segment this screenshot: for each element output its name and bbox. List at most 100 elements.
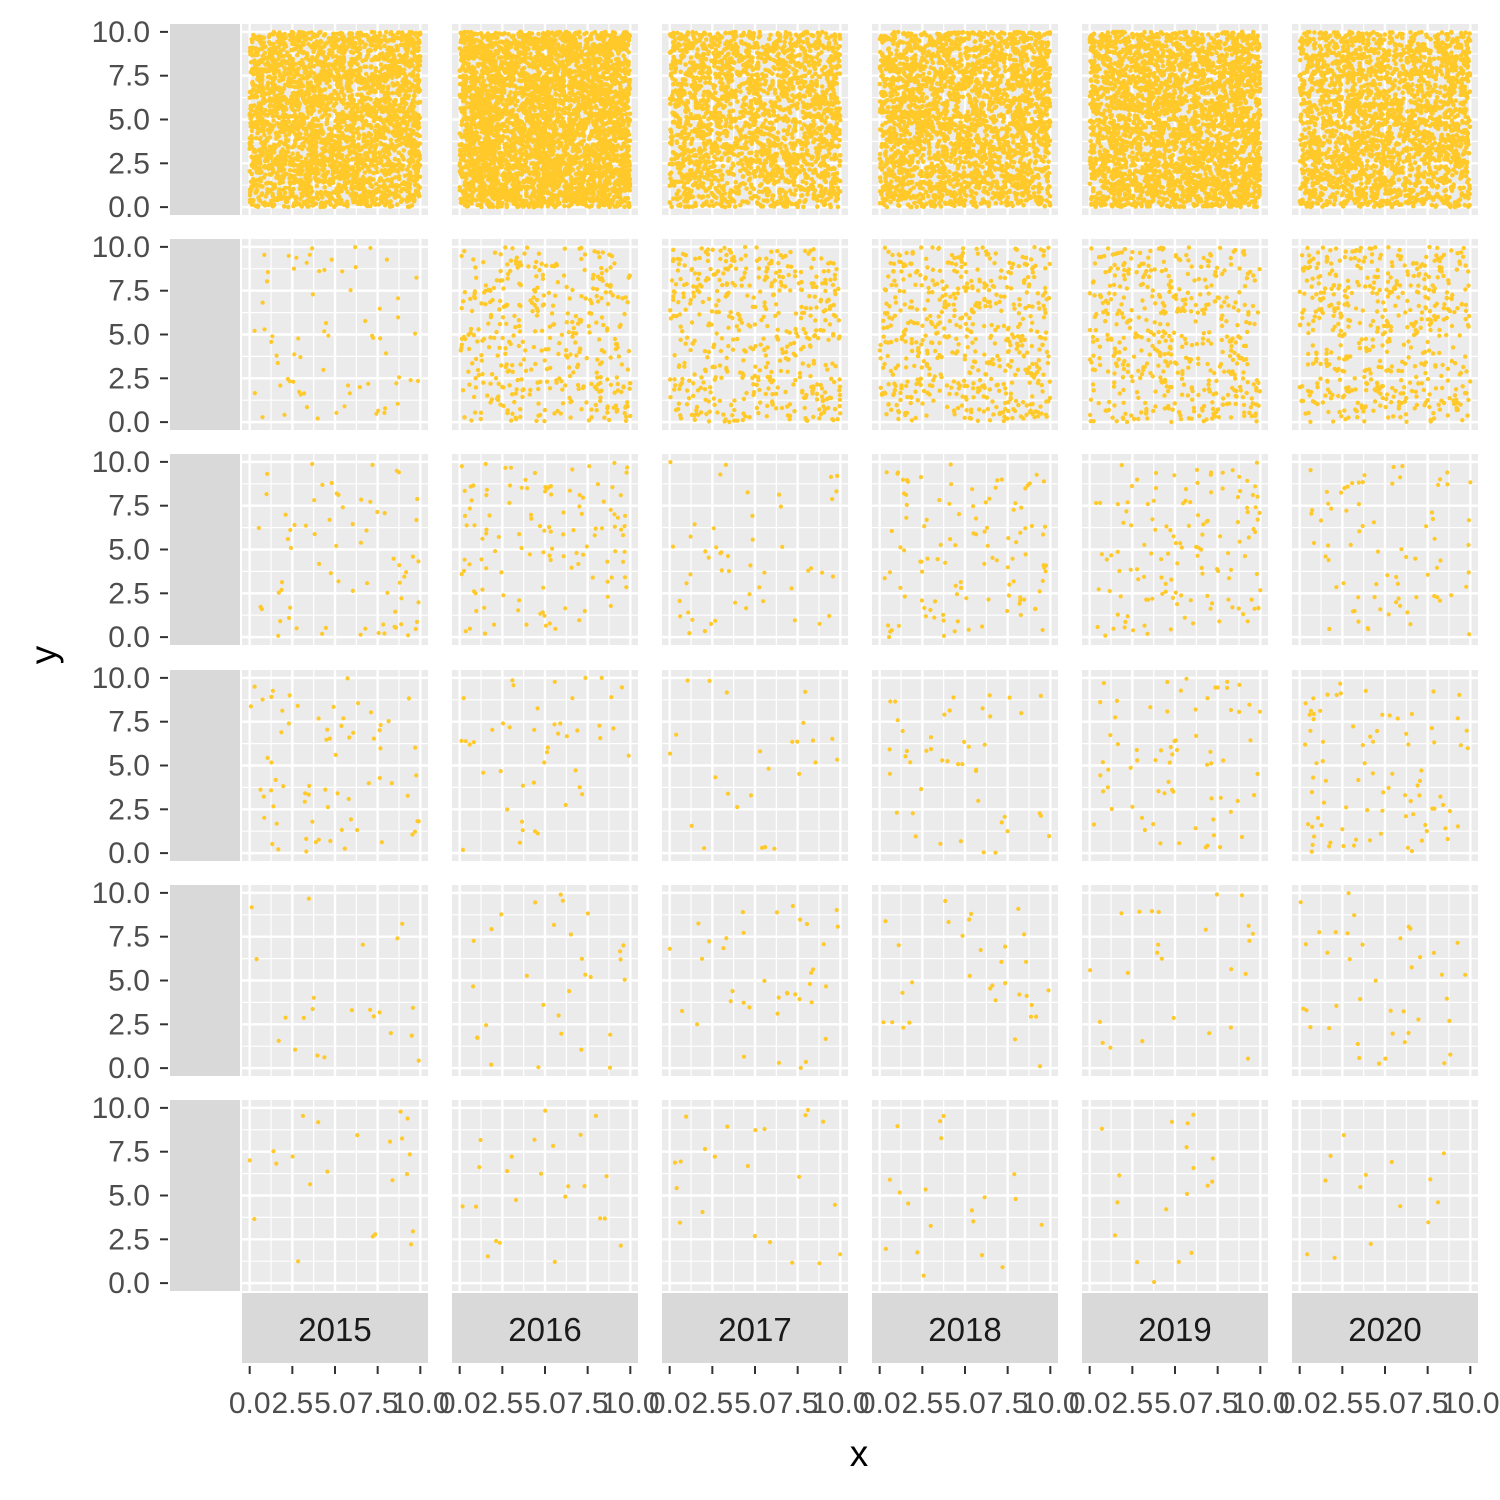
data-point [396,183,402,189]
data-point [291,186,296,192]
data-point [365,52,371,57]
data-point [301,95,307,101]
data-point [336,73,342,79]
data-point [341,101,347,106]
data-point [385,46,390,52]
data-point [298,196,303,202]
data-point [400,30,405,35]
data-point [311,49,316,55]
data-point [319,126,324,132]
data-point [309,154,314,159]
data-point [266,39,272,45]
data-point [378,176,383,181]
data-point [351,115,357,120]
data-point [387,167,393,172]
data-point [314,179,320,184]
data-point [311,64,316,69]
data-point [330,180,336,186]
data-point [323,110,328,115]
data-point [249,39,255,45]
data-point [255,182,261,188]
data-point [393,193,399,198]
data-point [383,29,389,35]
data-point [342,176,348,181]
data-point [308,177,313,183]
data-point [353,176,358,182]
data-point [363,118,369,124]
data-point [258,128,264,133]
data-point [369,198,375,203]
data-point [290,107,295,112]
data-point [310,200,315,205]
data-point [373,129,379,134]
data-point [249,66,255,72]
data-point [286,69,292,74]
data-point [373,181,379,187]
data-point [334,125,340,131]
data-point [406,204,412,209]
data-point [347,95,353,101]
data-point [280,94,286,100]
data-point [256,197,262,202]
data-point [351,111,357,116]
data-point [359,80,365,85]
data-point [300,141,306,146]
data-point [270,59,275,64]
panel [242,24,428,215]
data-point [335,134,340,139]
data-point [262,172,268,178]
data-point [309,189,315,194]
data-point [313,172,319,178]
data-point [336,80,342,86]
data-point [556,106,562,111]
data-point [407,151,413,156]
data-point [331,31,337,37]
data-point [397,92,402,98]
data-point [577,160,582,165]
data-point [314,195,319,200]
data-point [253,109,258,114]
data-point [279,122,284,127]
data-point [312,75,317,81]
data-point [248,199,253,205]
data-point [417,141,423,146]
data-point [267,154,272,159]
data-point [395,107,401,112]
data-point [381,154,386,159]
data-point [287,33,292,38]
data-point [341,67,346,73]
data-point [247,89,253,95]
data-point [290,193,296,199]
data-point [391,53,397,58]
data-point [410,128,416,134]
data-point [303,36,309,41]
data-point [387,63,392,69]
data-point [265,112,270,118]
data-point [304,166,310,171]
data-point [342,44,348,49]
data-point [248,121,253,126]
data-point [353,103,358,108]
data-point [360,182,366,188]
data-point [295,153,301,158]
data-point [396,158,401,163]
data-point [379,141,384,147]
data-point [405,136,411,141]
data-point [404,109,409,115]
data-point [565,152,571,157]
data-point [354,34,360,40]
data-point [326,126,332,131]
data-point [367,192,373,198]
data-point [348,128,354,133]
data-point [332,167,337,172]
data-point [412,118,418,124]
data-point [318,50,323,56]
data-point [284,119,290,125]
data-point [275,154,281,159]
data-point [249,46,255,51]
data-point [337,143,343,148]
data-point [282,70,287,75]
data-point [459,118,465,124]
data-point [258,40,264,46]
data-point [367,176,373,181]
